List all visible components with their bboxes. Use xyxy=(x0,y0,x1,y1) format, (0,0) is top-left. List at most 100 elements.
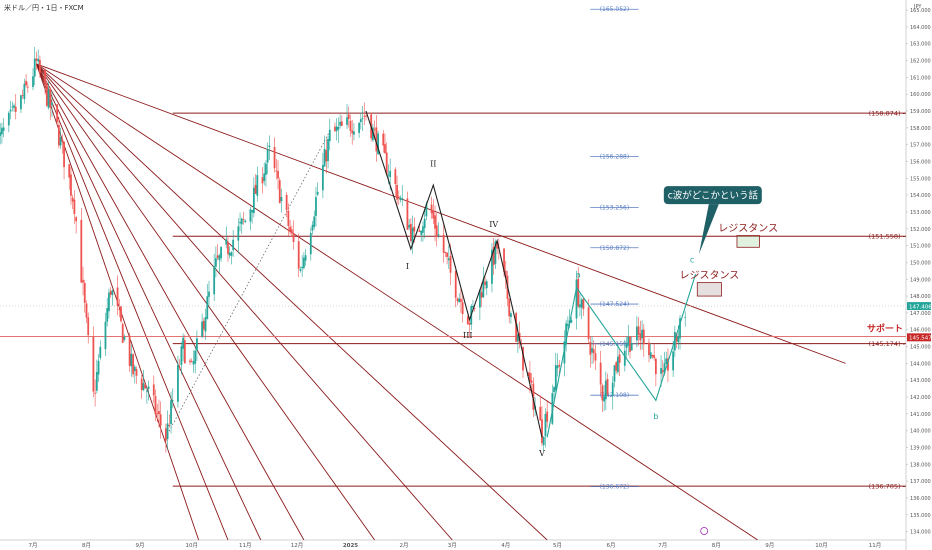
candle-body xyxy=(71,197,74,202)
x-tick-label: 5月 xyxy=(553,542,562,549)
candle-body xyxy=(2,127,5,131)
candle-body xyxy=(422,226,424,233)
candle-body xyxy=(491,249,493,284)
candle-body xyxy=(577,278,580,307)
y-tick-label: 139.000 xyxy=(910,445,931,451)
candle-body xyxy=(472,305,474,308)
candle-body xyxy=(542,436,545,446)
candle-body xyxy=(637,326,640,335)
candle-body xyxy=(57,125,60,146)
candle-body xyxy=(411,227,414,245)
y-tick-label: 157.000 xyxy=(910,143,931,149)
candle-body xyxy=(177,364,179,402)
candle-body xyxy=(389,170,392,178)
candle-body xyxy=(435,225,438,237)
candle-body xyxy=(94,392,97,394)
candle-body xyxy=(397,196,400,198)
y-tick-label: 135.000 xyxy=(910,513,931,519)
candle-body xyxy=(45,84,48,106)
candle-body xyxy=(579,304,581,308)
candle-body xyxy=(240,218,243,225)
candle-body xyxy=(353,131,355,135)
candle-body xyxy=(473,307,476,309)
x-tick-label: 6月 xyxy=(607,542,616,549)
y-tick-label: 152.000 xyxy=(910,227,931,233)
candle-body xyxy=(190,360,193,362)
candle-body xyxy=(0,132,2,136)
x-tick-label: 7月 xyxy=(29,542,38,549)
candle-body xyxy=(425,203,428,217)
candle-body xyxy=(449,255,452,273)
candle-body xyxy=(679,318,681,339)
candle-body xyxy=(589,341,592,355)
candle-body xyxy=(530,380,533,383)
dotted-trend-line xyxy=(165,131,331,438)
candle-body xyxy=(508,298,511,317)
y-tick-label: 146.000 xyxy=(910,328,931,334)
candle-body xyxy=(565,323,568,345)
candle-body xyxy=(130,353,133,367)
candle-body xyxy=(182,337,185,349)
candle-body xyxy=(265,163,267,175)
candle-body xyxy=(485,281,488,289)
candle-body xyxy=(385,152,388,175)
y-tick-label: 151.000 xyxy=(910,244,931,250)
candle-body xyxy=(204,317,207,332)
candle-body xyxy=(349,120,352,131)
currency-label: JPY xyxy=(914,4,922,10)
y-tick-label: 148.000 xyxy=(910,294,931,300)
candle-body xyxy=(145,390,148,392)
wave-abc-label: a xyxy=(576,271,581,280)
candle-body xyxy=(358,122,361,133)
fan-line xyxy=(36,63,375,540)
candle-body xyxy=(123,336,126,340)
candle-body xyxy=(582,298,585,310)
candle-body xyxy=(606,378,609,395)
y-tick-label: 161.000 xyxy=(910,75,931,81)
candle-body xyxy=(158,411,160,415)
candle-body xyxy=(154,396,157,415)
candle-body xyxy=(97,360,100,375)
candle-body xyxy=(118,309,121,310)
candle-body xyxy=(432,210,435,219)
candle-body xyxy=(346,117,348,125)
candle-body xyxy=(409,223,412,241)
candle-body xyxy=(7,112,10,126)
candle-body xyxy=(49,88,52,108)
candle-body xyxy=(37,58,40,62)
candle-body xyxy=(239,222,241,224)
y-tick-label: 134.000 xyxy=(910,530,931,536)
candle-body xyxy=(629,336,631,352)
candle-body xyxy=(615,362,618,371)
y-tick-label: 143.000 xyxy=(910,378,931,384)
wave-abc-label: c xyxy=(690,255,694,264)
candle-body xyxy=(635,326,638,341)
y-tick-label: 156.000 xyxy=(910,159,931,165)
candle-body xyxy=(544,413,547,436)
candle-body xyxy=(109,291,112,295)
candle-body xyxy=(287,210,290,226)
candle-body xyxy=(323,149,326,167)
candle-body xyxy=(492,246,495,266)
candle-body xyxy=(108,292,110,312)
level-label: (151.558) - xyxy=(869,232,906,240)
candle-body xyxy=(460,299,462,302)
candle-body xyxy=(170,400,172,425)
y-tick-label: 136.000 xyxy=(910,496,931,502)
candle-body xyxy=(311,224,314,231)
candle-body xyxy=(23,83,26,100)
candle-body xyxy=(458,298,461,303)
candle-body xyxy=(667,358,669,371)
candle-body xyxy=(228,252,231,256)
candle-body xyxy=(627,336,630,346)
y-tick-label: 150.000 xyxy=(910,260,931,266)
candle-body xyxy=(478,289,481,308)
candle-body xyxy=(661,370,664,372)
candle-body xyxy=(642,329,645,345)
candle-body xyxy=(32,76,34,87)
candle-body xyxy=(289,226,291,232)
candle-body xyxy=(641,329,643,339)
candle-body xyxy=(394,169,397,184)
